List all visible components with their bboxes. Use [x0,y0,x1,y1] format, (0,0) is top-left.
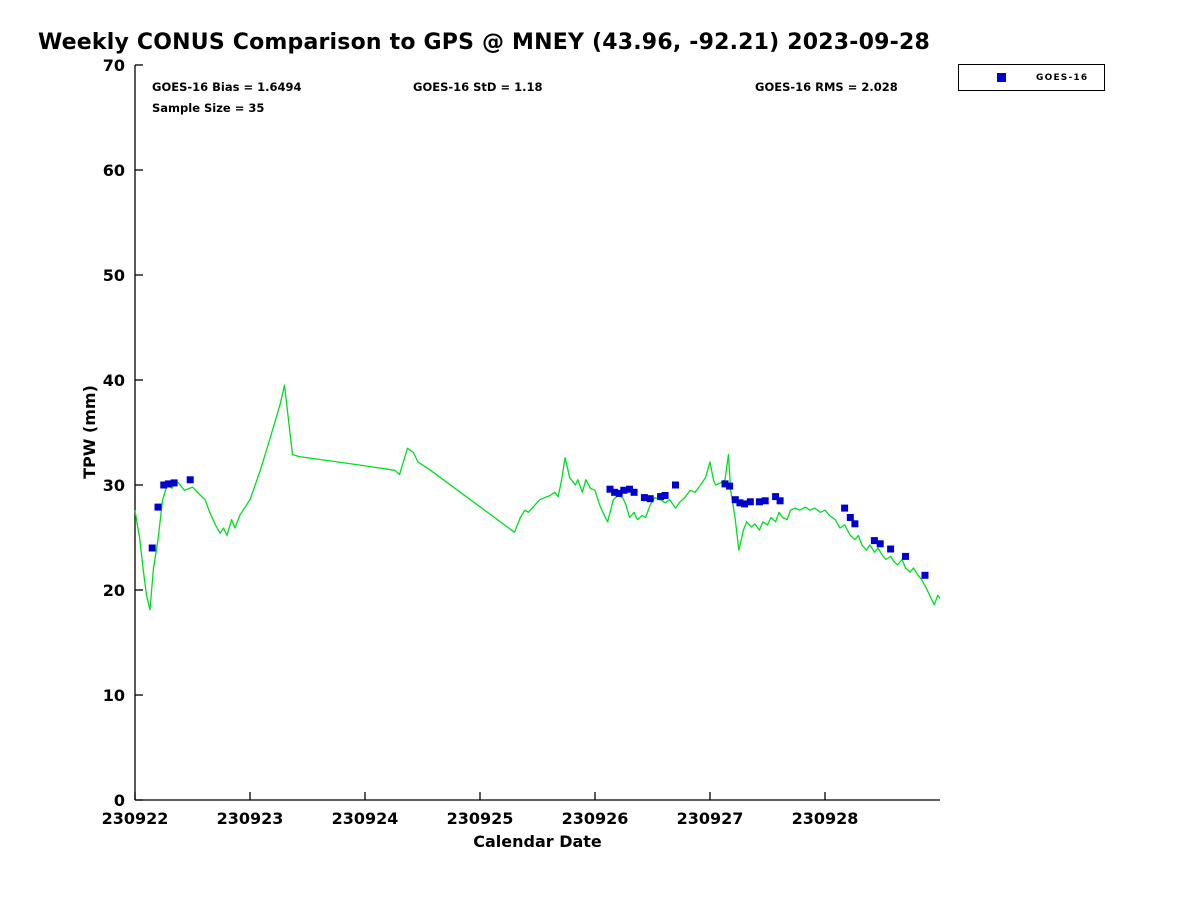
legend-square-marker-icon [997,73,1006,82]
gps-line [134,384,941,611]
goes16-marker [657,493,665,501]
goes16-marker [741,500,748,508]
sample-size-annotation: Sample Size = 35 [152,101,265,115]
goes16-marker [640,494,648,502]
goes16-marker [761,497,769,505]
goes16-marker [755,498,763,506]
y-tick-label: 30 [103,476,125,495]
rms-annotation: GOES-16 RMS = 2.028 [755,80,898,94]
goes16-marker [851,520,859,528]
goes16-marker [731,496,739,504]
y-tick-label: 40 [103,371,125,390]
y-tick-label: 0 [114,791,125,810]
x-tick-label: 230927 [677,809,744,828]
x-tick-label: 230928 [792,809,859,828]
goes16-marker [611,488,619,496]
std-annotation: GOES-16 StD = 1.18 [413,80,543,94]
x-tick-label: 230922 [102,809,169,828]
x-tick-label: 230924 [332,809,399,828]
goes16-marker [876,540,884,548]
goes16-marker [841,504,849,512]
goes16-marker [772,493,780,501]
goes16-marker [921,571,929,579]
y-tick-label: 50 [103,266,125,285]
goes16-marker [164,480,172,488]
goes16-marker [887,545,895,553]
goes16-marker [615,489,623,497]
goes16-marker [160,481,168,489]
goes16-marker [726,482,734,490]
goes16-marker [630,488,638,496]
x-tick-label: 230926 [562,809,629,828]
goes16-marker [721,480,729,488]
goes16-marker [846,514,854,521]
goes16-marker [661,492,669,499]
y-tick-label: 10 [103,686,125,705]
x-axis-label: Calendar Date [473,832,602,851]
goes16-marker [870,537,878,545]
goes16-marker [170,479,178,487]
goes16-marker [776,497,784,505]
y-tick-label: 70 [103,56,125,75]
goes16-marker [620,486,628,494]
goes16-marker [902,552,909,560]
goes16-marker [626,485,633,493]
x-tick-label: 230923 [217,809,284,828]
y-tick-label: 60 [103,161,125,180]
goes16-marker [606,485,614,493]
goes16-marker [154,503,162,511]
goes16-marker [148,544,156,552]
goes16-marker [186,476,194,484]
goes16-marker [646,495,654,503]
y-axis-label: TPW (mm) [80,385,99,479]
chart-title: Weekly CONUS Comparison to GPS @ MNEY (4… [38,30,930,55]
goes16-marker [746,498,754,506]
goes16-marker [736,499,744,507]
legend-box: GOES-16 [958,64,1105,91]
goes16-marker [672,481,679,489]
x-tick-label: 230925 [447,809,514,828]
bias-annotation: GOES-16 Bias = 1.6494 [152,80,302,94]
y-tick-label: 20 [103,581,125,600]
legend-series-label: GOES-16 [1036,72,1089,83]
